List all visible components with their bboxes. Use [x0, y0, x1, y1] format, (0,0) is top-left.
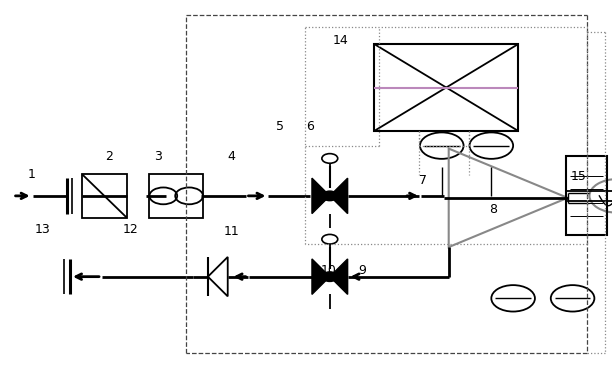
- Text: 9: 9: [359, 264, 367, 277]
- Polygon shape: [312, 259, 330, 294]
- Text: 6: 6: [307, 120, 314, 133]
- Text: 3: 3: [154, 150, 162, 163]
- Bar: [149, 174, 203, 217]
- Text: 1: 1: [28, 168, 36, 181]
- Bar: [82, 174, 127, 217]
- Text: 14: 14: [333, 34, 349, 47]
- Text: 4: 4: [228, 150, 236, 163]
- Text: 15: 15: [571, 170, 587, 183]
- Text: 5: 5: [276, 120, 284, 133]
- Polygon shape: [330, 178, 347, 214]
- Text: 12: 12: [123, 224, 138, 237]
- Text: 7: 7: [419, 174, 427, 187]
- Circle shape: [322, 191, 338, 201]
- Polygon shape: [312, 178, 330, 214]
- Text: 13: 13: [34, 224, 50, 237]
- Bar: [566, 156, 607, 235]
- Circle shape: [322, 272, 338, 282]
- Polygon shape: [330, 259, 347, 294]
- Text: 10: 10: [321, 264, 337, 277]
- Text: 11: 11: [223, 225, 239, 238]
- Text: 2: 2: [106, 150, 113, 163]
- Bar: [375, 44, 518, 131]
- Text: 8: 8: [490, 203, 498, 216]
